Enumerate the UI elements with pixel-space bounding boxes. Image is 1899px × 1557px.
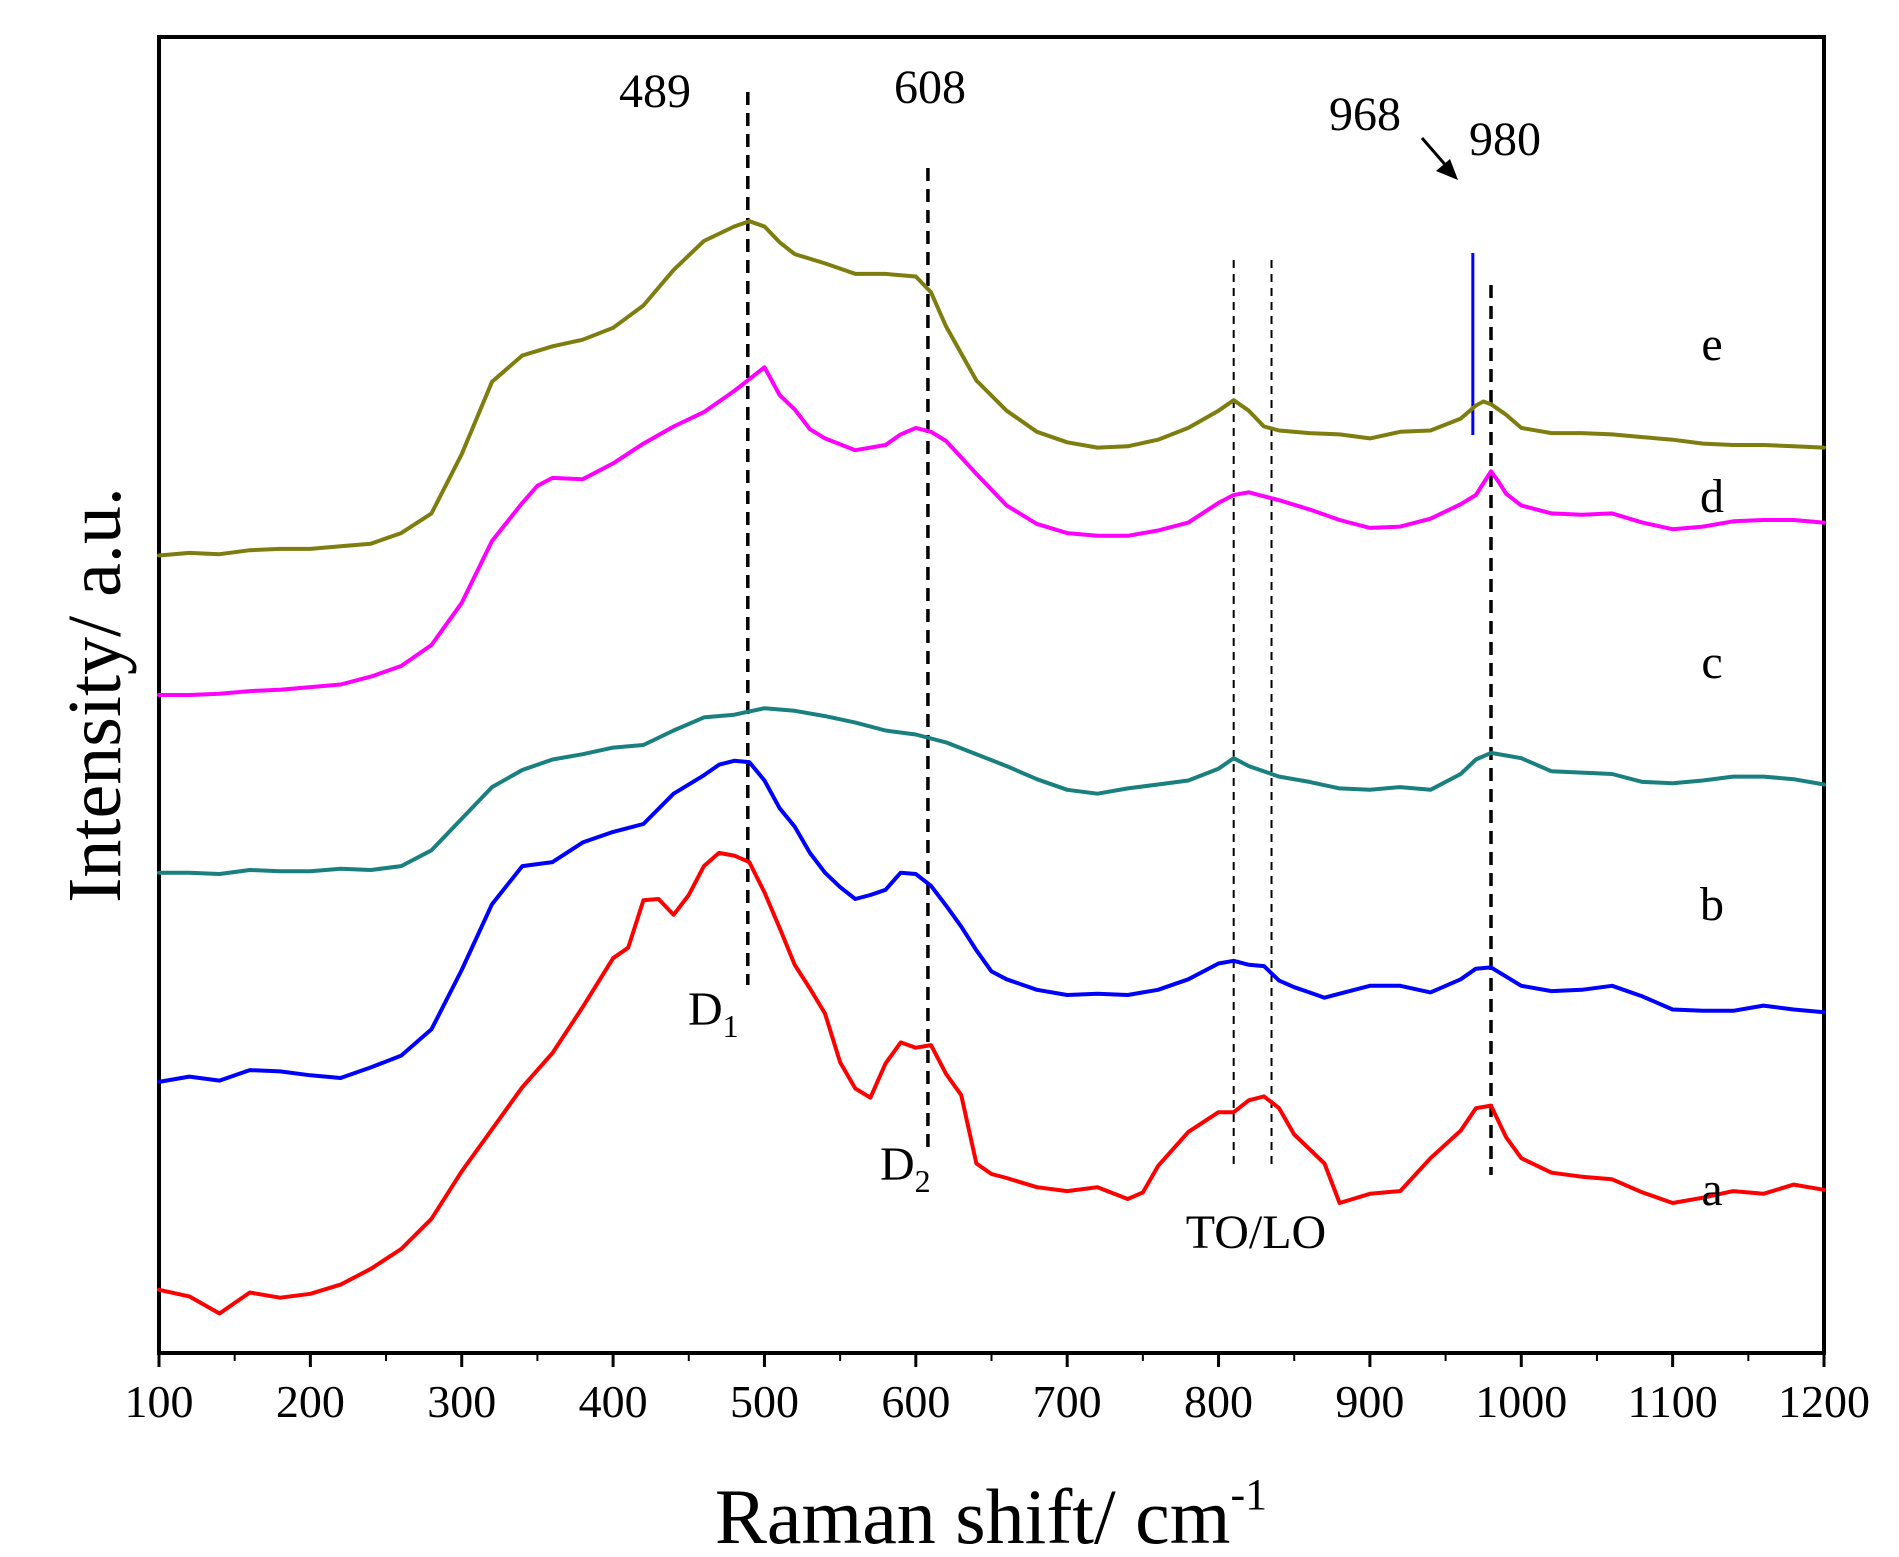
x-tick-label-100: 100: [125, 1376, 194, 1427]
series-line-d: [157, 365, 1826, 697]
x-axis-title-sup: -1: [1230, 1470, 1267, 1519]
series-line-a: [157, 850, 1826, 1316]
x-axis-title-main: Raman shift/ cm: [715, 1473, 1231, 1557]
series-label-b: b: [1700, 878, 1724, 931]
series-line-c: [157, 706, 1826, 876]
y-axis-title: Intensity/ a.u.: [53, 487, 137, 903]
band-label-tolo: TO/LO: [1186, 1206, 1326, 1259]
series-label-a: a: [1701, 1163, 1722, 1216]
x-tick-label-1000: 1000: [1475, 1376, 1567, 1427]
band-label-d1-sub: 1: [723, 1008, 739, 1044]
x-axis-title: Raman shift/ cm-1: [715, 1470, 1267, 1557]
x-tick-labels: 100 200 300 400 500 600 700 800 900 1000 1100 1200: [125, 1376, 1871, 1427]
reference-lines: [746, 92, 1493, 1175]
band-label-d1-main: D: [688, 983, 723, 1036]
peak-label-968: 968: [1329, 88, 1401, 141]
x-ticks: [157, 1353, 1826, 1367]
series-label-c: c: [1701, 636, 1722, 689]
series-label-e: e: [1701, 318, 1722, 371]
x-tick-label-400: 400: [579, 1376, 648, 1427]
series-label-d: d: [1700, 470, 1724, 523]
x-tick-label-700: 700: [1033, 1376, 1102, 1427]
peak-label-608: 608: [894, 61, 966, 114]
x-tick-label-300: 300: [427, 1376, 496, 1427]
peak-label-489: 489: [619, 65, 691, 118]
arrow-head-icon: [1436, 159, 1458, 180]
arrow-968-to-980: [1420, 137, 1450, 169]
x-tick-label-500: 500: [730, 1376, 799, 1427]
series-group: [157, 219, 1826, 1316]
band-label-d1: D1: [688, 983, 739, 1044]
x-tick-label-900: 900: [1335, 1376, 1404, 1427]
series-line-b: [157, 758, 1826, 1084]
series-labels: a b c d e: [1700, 318, 1724, 1216]
band-label-d2: D2: [880, 1138, 931, 1199]
peak-label-980: 980: [1469, 113, 1541, 166]
x-tick-label-200: 200: [276, 1376, 345, 1427]
band-label-d2-main: D: [880, 1138, 915, 1191]
x-tick-label-1200: 1200: [1778, 1376, 1870, 1427]
band-label-d2-sub: 2: [915, 1163, 931, 1199]
x-tick-label-600: 600: [881, 1376, 950, 1427]
x-tick-label-1100: 1100: [1627, 1376, 1717, 1427]
series-line-e: [157, 219, 1826, 558]
plot-frame: [157, 35, 1826, 1355]
x-tick-label-800: 800: [1184, 1376, 1253, 1427]
